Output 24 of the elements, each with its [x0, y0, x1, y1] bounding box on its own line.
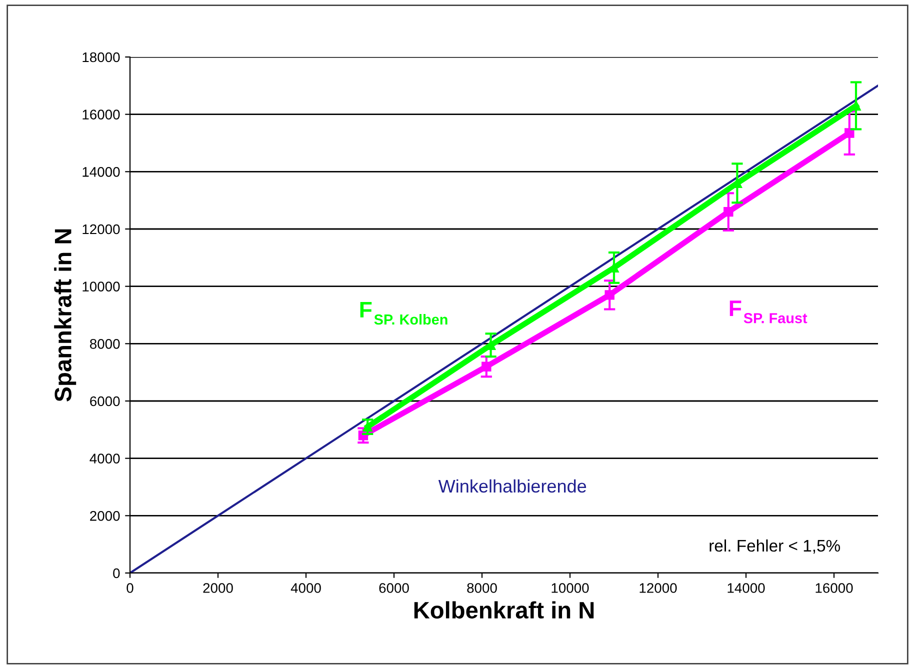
y-axis-title: Spannkraft in N — [54, 229, 76, 402]
x-tick-label: 16000 — [816, 583, 853, 593]
y-tick-label: 6000 — [90, 396, 120, 406]
y-tick-label: 14000 — [82, 167, 120, 177]
x-axis-title: Kolbenkraft in N — [414, 601, 594, 619]
y-tick-label: 0 — [113, 568, 120, 578]
text: Winkelhalbierende — [438, 479, 586, 493]
x-tick-label: 12000 — [640, 583, 677, 593]
annotation: rel. Fehler < 1,5% — [710, 539, 840, 554]
x-tick-label: 10000 — [552, 583, 589, 593]
x-tick-label: 4000 — [290, 583, 321, 593]
y-tick-label: 2000 — [90, 511, 120, 521]
y-tick-label: 10000 — [82, 282, 120, 292]
x-tick-label: 2000 — [203, 583, 233, 593]
y-tick-label: 8000 — [90, 339, 120, 349]
text: FSP. Faust — [730, 300, 808, 324]
y-tick-label: 18000 — [82, 52, 120, 62]
x-tick-label: 14000 — [728, 583, 765, 593]
x-tick-label: 8000 — [467, 583, 497, 593]
x-tick-label: 6000 — [379, 583, 409, 593]
y-tick-label: 16000 — [82, 110, 120, 120]
y-tick-label: 12000 — [82, 224, 120, 234]
y-tick-label: 4000 — [90, 454, 120, 464]
x-tick-label: 0 — [126, 583, 134, 593]
